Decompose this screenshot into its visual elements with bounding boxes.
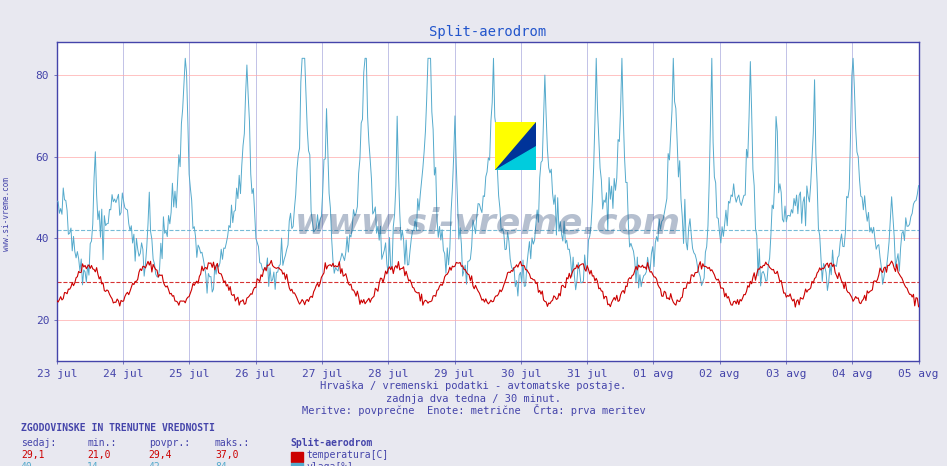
Text: 29,4: 29,4 bbox=[149, 450, 172, 460]
Text: 37,0: 37,0 bbox=[215, 450, 239, 460]
Text: 29,1: 29,1 bbox=[21, 450, 45, 460]
Title: Split-aerodrom: Split-aerodrom bbox=[429, 25, 546, 40]
Text: www.si-vreme.com: www.si-vreme.com bbox=[295, 207, 681, 241]
Text: temperatura[C]: temperatura[C] bbox=[307, 450, 389, 460]
Text: povpr.:: povpr.: bbox=[149, 439, 189, 448]
Text: 40: 40 bbox=[21, 462, 32, 466]
Text: zadnja dva tedna / 30 minut.: zadnja dva tedna / 30 minut. bbox=[386, 394, 561, 404]
Text: sedaj:: sedaj: bbox=[21, 439, 56, 448]
Text: 21,0: 21,0 bbox=[87, 450, 111, 460]
Text: Hrvaška / vremenski podatki - avtomatske postaje.: Hrvaška / vremenski podatki - avtomatske… bbox=[320, 381, 627, 391]
Text: www.si-vreme.com: www.si-vreme.com bbox=[2, 178, 11, 251]
Text: Meritve: povprečne  Enote: metrične  Črta: prva meritev: Meritve: povprečne Enote: metrične Črta:… bbox=[302, 404, 645, 416]
Text: 42: 42 bbox=[149, 462, 160, 466]
Text: ZGODOVINSKE IN TRENUTNE VREDNOSTI: ZGODOVINSKE IN TRENUTNE VREDNOSTI bbox=[21, 423, 215, 433]
Text: 14: 14 bbox=[87, 462, 98, 466]
Text: 84: 84 bbox=[215, 462, 226, 466]
Text: Split-aerodrom: Split-aerodrom bbox=[291, 439, 373, 448]
Text: vlaga[%]: vlaga[%] bbox=[307, 462, 354, 466]
Text: min.:: min.: bbox=[87, 439, 116, 448]
Text: maks.:: maks.: bbox=[215, 439, 250, 448]
